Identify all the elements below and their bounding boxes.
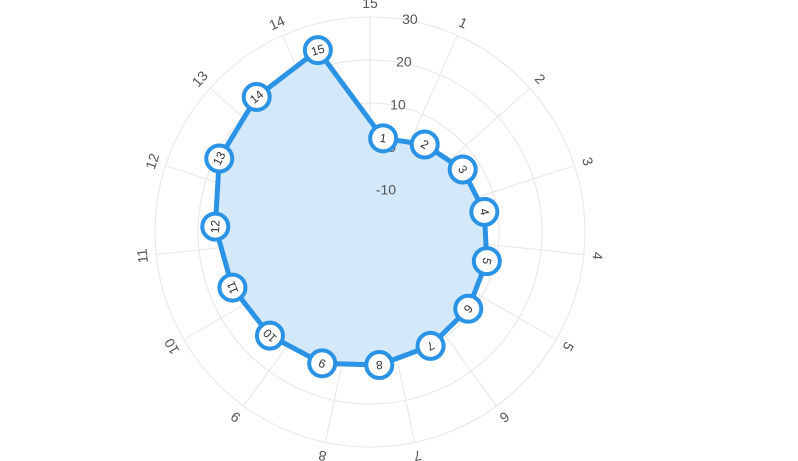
data-point[interactable]: 10 (254, 320, 285, 351)
data-point-marker[interactable] (307, 348, 338, 379)
data-point-marker[interactable] (200, 211, 231, 242)
category-label: 3 (579, 155, 597, 168)
data-point[interactable]: 9 (307, 348, 338, 379)
data-point-marker[interactable] (453, 293, 484, 324)
data-point-marker[interactable] (254, 320, 285, 351)
data-point[interactable]: 1 (368, 123, 399, 154)
category-label: 1 (456, 14, 470, 32)
data-point[interactable]: 15 (302, 35, 333, 66)
category-label: 14 (266, 12, 287, 33)
data-point-label: 12 (208, 219, 222, 233)
data-point[interactable]: 8 (364, 349, 395, 380)
category-label: 2 (532, 71, 549, 88)
series-line (212, 47, 490, 368)
data-point[interactable]: 6 (453, 293, 484, 324)
data-point[interactable]: 4 (469, 196, 500, 227)
data-point[interactable]: 3 (447, 154, 478, 185)
data-point[interactable]: 11 (217, 272, 248, 303)
category-label: 10 (161, 336, 183, 358)
data-point-marker[interactable] (368, 123, 399, 154)
category-label: 7 (412, 447, 423, 461)
data-point-marker[interactable] (409, 129, 440, 160)
data-point-marker[interactable] (447, 154, 478, 185)
data-point-label: 1 (379, 131, 388, 146)
radial-tick-label: -10 (376, 181, 396, 197)
category-label: 6 (497, 409, 513, 427)
data-point-marker[interactable] (204, 143, 235, 174)
radial-tick-label: 30 (402, 11, 418, 27)
category-label: 5 (559, 339, 577, 354)
data-point-marker[interactable] (217, 272, 248, 303)
data-point-label: 4 (477, 207, 492, 216)
data-point[interactable]: 7 (415, 330, 446, 361)
data-point[interactable]: 13 (204, 143, 235, 174)
data-point-marker[interactable] (471, 246, 502, 277)
data-point-label: 9 (316, 355, 327, 371)
category-label: 12 (142, 151, 162, 171)
data-point-marker[interactable] (302, 35, 333, 66)
category-label: 15 (362, 0, 378, 11)
data-point-marker[interactable] (364, 349, 395, 380)
radial-tick-label: 20 (396, 54, 412, 70)
radial-tick-label: 10 (390, 96, 406, 112)
data-point-marker[interactable] (469, 196, 500, 227)
category-label: 8 (317, 447, 328, 461)
series-area (215, 50, 487, 365)
category-label: 4 (589, 251, 606, 261)
data-point-label: 11 (224, 279, 242, 296)
data-point[interactable]: 2 (409, 129, 440, 160)
data-point-marker[interactable] (415, 330, 446, 361)
data-point-marker[interactable] (241, 81, 272, 112)
data-point-label: 8 (375, 358, 383, 372)
series-line-layer (212, 47, 490, 368)
series-area-layer (215, 50, 487, 365)
data-point-label: 15 (309, 41, 326, 58)
data-point[interactable]: 12 (200, 211, 231, 242)
data-point[interactable]: 5 (471, 246, 502, 277)
data-point-label: 5 (479, 256, 494, 266)
category-label: 9 (227, 408, 243, 426)
category-label: 13 (189, 67, 211, 89)
data-point-label: 13 (210, 149, 229, 167)
category-label: 11 (134, 248, 151, 264)
data-point[interactable]: 14 (241, 81, 272, 112)
